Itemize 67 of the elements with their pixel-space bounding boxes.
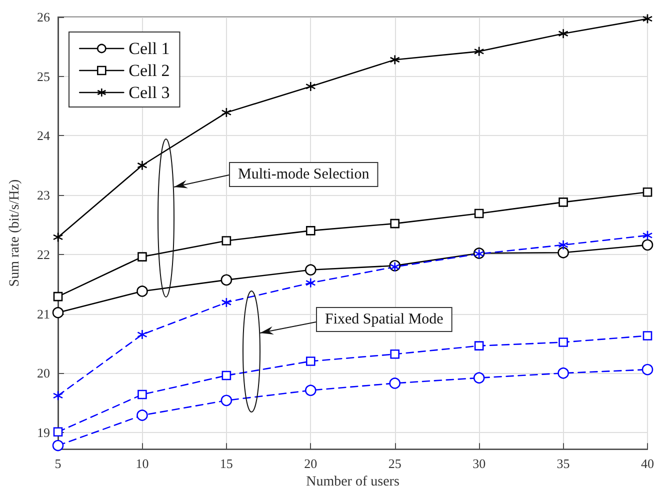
legend-label: Cell 1 (128, 39, 170, 58)
point (474, 208, 484, 218)
point (52, 306, 64, 318)
point (221, 107, 232, 118)
x-tick-label: 35 (556, 456, 570, 472)
point (305, 278, 316, 288)
point (222, 370, 232, 380)
annotation: Multi-mode Selection (238, 166, 370, 182)
point (474, 341, 484, 350)
point (306, 356, 316, 366)
point (390, 54, 400, 65)
y-tick-label: 21 (37, 306, 50, 322)
point (558, 28, 568, 39)
point (305, 81, 316, 92)
point (52, 390, 64, 401)
y-tick-label: 22 (37, 246, 50, 262)
point (221, 297, 232, 308)
point (558, 198, 568, 207)
point (220, 394, 232, 406)
x-tick-label: 15 (220, 456, 233, 472)
point (390, 349, 400, 359)
point (305, 264, 316, 276)
point (642, 187, 652, 197)
y-tick-label: 23 (37, 188, 50, 203)
point (642, 331, 652, 340)
y-axis-title: Sum rate (bit/s/Hz) (8, 179, 22, 287)
y-tick-label: 19 (37, 424, 50, 440)
point (389, 378, 401, 389)
point (52, 232, 64, 242)
point (473, 372, 485, 384)
point (642, 14, 653, 24)
point (53, 292, 63, 302)
y-tick-label: 20 (37, 366, 50, 381)
point (558, 367, 569, 379)
point (642, 230, 653, 241)
x-tick-label: 20 (304, 456, 318, 472)
point (52, 440, 64, 452)
x-tick-label: 30 (472, 456, 486, 472)
point (642, 239, 654, 251)
point (136, 286, 148, 297)
annotation: Fixed Spatial Mode (325, 312, 444, 328)
point (137, 160, 148, 171)
point (642, 364, 654, 376)
point (222, 236, 232, 246)
legend-label: Cell 3 (128, 83, 170, 102)
point (558, 246, 569, 258)
point (390, 218, 400, 228)
x-tick-label: 10 (136, 456, 149, 472)
point (558, 240, 568, 250)
point (138, 390, 147, 400)
legend-label: Cell 2 (128, 61, 170, 80)
point (220, 274, 232, 286)
y-tick-label: 26 (37, 10, 50, 24)
point (138, 252, 147, 262)
point (136, 410, 148, 421)
x-tick-label: 25 (388, 456, 402, 472)
x-tick-label: 5 (54, 456, 62, 472)
point (137, 329, 148, 340)
point (305, 384, 316, 396)
point (306, 226, 316, 236)
y-tick-label: 25 (37, 68, 50, 84)
point (53, 427, 63, 437)
x-tick-label: 40 (641, 456, 654, 472)
x-axis-title: Number of users (306, 474, 400, 490)
y-tick-label: 24 (37, 128, 50, 144)
point (558, 338, 568, 347)
point (474, 46, 484, 57)
